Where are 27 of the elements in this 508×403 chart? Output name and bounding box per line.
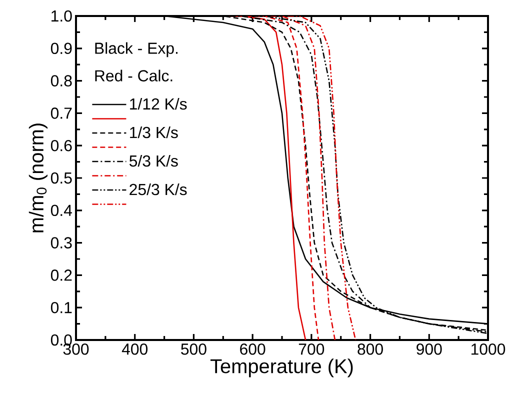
x-tick-label: 800 bbox=[358, 344, 383, 355]
y-tick-label: 0.4 bbox=[50, 204, 72, 216]
y-tick-label: 0.6 bbox=[50, 140, 72, 152]
y-tick-label: 0.1 bbox=[50, 302, 72, 314]
y-tick-label: 0.0 bbox=[50, 334, 72, 346]
x-tick-label: 300 bbox=[63, 344, 89, 355]
x-axis-title: Temperature (K) bbox=[210, 358, 353, 378]
x-tick-label: 400 bbox=[122, 344, 148, 355]
legend-label: 5/3 K/s bbox=[129, 154, 178, 167]
x-tick-label: 700 bbox=[298, 344, 324, 355]
y-tick-label: 1.0 bbox=[52, 10, 72, 22]
x-tick-label: 1000 bbox=[471, 344, 506, 355]
y-axis-title: m/m$_{0}$ (norm) bbox=[28, 124, 48, 232]
annotation: Black - Exp. bbox=[95, 42, 178, 58]
annotation: Red - Calc. bbox=[95, 70, 172, 82]
legend-label: 1/3 K/s bbox=[130, 126, 178, 138]
x-tick-label: 500 bbox=[181, 344, 206, 355]
y-tick-label: 0.7 bbox=[50, 108, 72, 119]
y-tick-label: 0.3 bbox=[50, 237, 72, 248]
legend-label: 1/12 K/s bbox=[130, 98, 187, 110]
y-tick-label: 0.5 bbox=[50, 172, 72, 184]
x-tick-label: 900 bbox=[416, 344, 442, 355]
legend-label: 25/3 K/s bbox=[130, 183, 187, 196]
x-tick-label: 600 bbox=[240, 344, 266, 355]
y-tick-label: 0.2 bbox=[50, 270, 72, 281]
y-tick-label: 0.8 bbox=[50, 75, 72, 86]
y-tick-label: 0.9 bbox=[50, 42, 72, 54]
